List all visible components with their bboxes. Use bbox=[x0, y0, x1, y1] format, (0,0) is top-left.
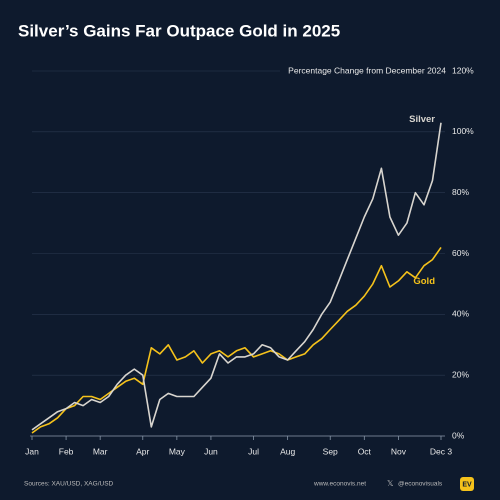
handle: @econovisuals bbox=[398, 481, 443, 488]
series-label: Gold bbox=[413, 276, 435, 287]
y-tick-label: 100% bbox=[452, 126, 474, 136]
x-tick-label: Jun bbox=[204, 446, 218, 456]
logo: EV bbox=[462, 481, 472, 488]
x-tick-label: May bbox=[169, 446, 186, 456]
y-tick-label: 120% bbox=[452, 65, 474, 75]
x-tick-label: Mar bbox=[93, 446, 108, 456]
y-tick-label: 60% bbox=[452, 248, 469, 258]
website: www.econovis.net bbox=[313, 481, 366, 488]
x-tick-label: Aug bbox=[280, 446, 295, 456]
chart-subtitle: Percentage Change from December 2024 bbox=[288, 65, 446, 75]
x-tick-label: Nov bbox=[391, 446, 407, 456]
x-icon: 𝕏 bbox=[387, 479, 394, 488]
y-tick-label: 80% bbox=[452, 187, 469, 197]
x-tick-label: Feb bbox=[59, 446, 74, 456]
x-tick-label: Jan bbox=[25, 446, 39, 456]
logo-box bbox=[460, 477, 474, 491]
series-line bbox=[31, 122, 442, 431]
chart-title: Silver’s Gains Far Outpace Gold in 2025 bbox=[18, 21, 340, 40]
x-tick-label: Sep bbox=[323, 446, 338, 456]
source: Sources: XAU/USD, XAG/USD bbox=[24, 481, 114, 488]
y-tick-label: 20% bbox=[452, 369, 469, 379]
x-tick-label: Oct bbox=[358, 446, 372, 456]
x-tick-label: Apr bbox=[136, 446, 149, 456]
series-line bbox=[31, 246, 442, 434]
y-tick-label: 0% bbox=[452, 430, 465, 440]
x-tick-label: Jul bbox=[248, 446, 259, 456]
series-label: Silver bbox=[409, 114, 435, 125]
x-tick-label: Dec 3 bbox=[430, 446, 452, 456]
y-tick-label: 40% bbox=[452, 309, 469, 319]
